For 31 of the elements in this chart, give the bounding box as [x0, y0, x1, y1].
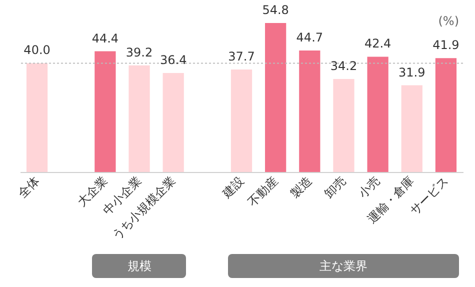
text: 規模	[92, 254, 186, 278]
data-label: 39.2	[126, 45, 153, 60]
x-tick-label: 小売	[356, 174, 383, 200]
data-label: 31.9	[398, 65, 426, 80]
bar	[94, 51, 116, 172]
x-tick-label: 建設	[218, 174, 246, 202]
data-label: 42.4	[364, 36, 392, 51]
bar	[367, 56, 388, 172]
data-label: 44.7	[296, 30, 324, 44]
bar	[435, 58, 457, 172]
data-label: 37.7	[228, 49, 255, 64]
data-label: 34.2	[330, 59, 358, 74]
x-tick-label: 製造	[288, 174, 315, 200]
data-label: 36.4	[160, 53, 187, 68]
bar	[299, 50, 320, 172]
data-label: 40.0	[24, 43, 50, 58]
bar	[401, 85, 422, 172]
bar	[128, 65, 150, 172]
bar	[162, 73, 184, 172]
bar	[26, 63, 48, 172]
data-label: 41.9	[432, 38, 460, 52]
data-label: 44.4	[92, 31, 119, 46]
text: 主な業界	[228, 254, 459, 278]
bar	[333, 79, 354, 172]
bar	[230, 69, 252, 172]
data-label: 54.8	[262, 3, 289, 17]
x-tick-label: 全体	[15, 174, 42, 200]
annotation: (%)	[438, 14, 459, 28]
x-tick-label: 不動産	[245, 174, 281, 209]
bar	[265, 23, 286, 172]
x-tick-label: 卸売	[322, 174, 349, 200]
